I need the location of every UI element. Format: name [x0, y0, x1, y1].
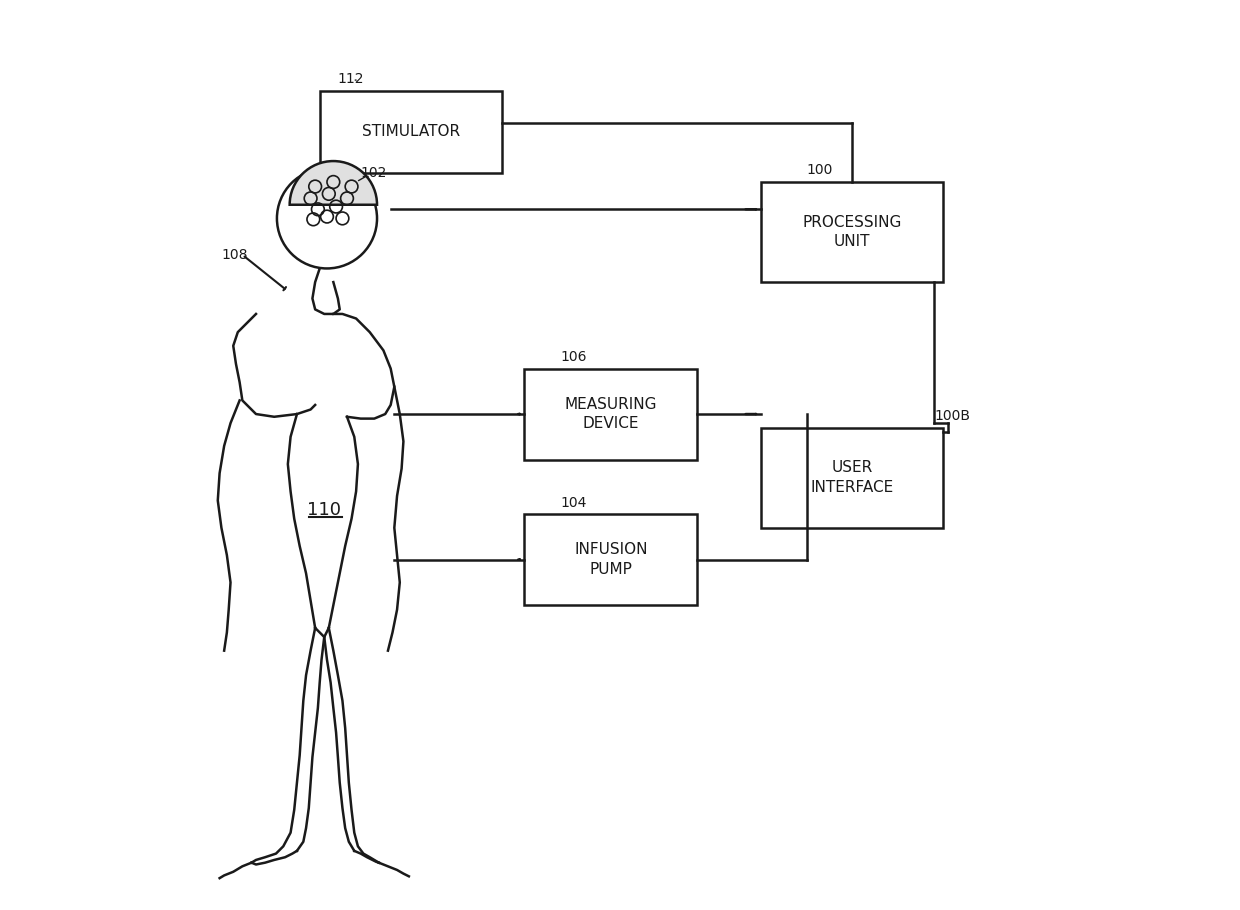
Text: STIMULATOR: STIMULATOR: [362, 125, 460, 139]
Text: USER
INTERFACE: USER INTERFACE: [811, 460, 894, 495]
Wedge shape: [290, 161, 377, 205]
Text: 100: 100: [806, 164, 833, 177]
Text: PROCESSING
UNIT: PROCESSING UNIT: [802, 215, 901, 249]
Text: 110: 110: [308, 501, 341, 519]
FancyBboxPatch shape: [525, 514, 697, 605]
Text: 112: 112: [337, 73, 365, 86]
FancyBboxPatch shape: [525, 369, 697, 460]
FancyBboxPatch shape: [761, 182, 944, 282]
FancyBboxPatch shape: [320, 91, 502, 173]
Text: INFUSION
PUMP: INFUSION PUMP: [574, 542, 647, 577]
Text: 106: 106: [560, 350, 588, 364]
Text: 100B: 100B: [934, 410, 970, 423]
Text: 108: 108: [222, 248, 248, 262]
FancyBboxPatch shape: [761, 428, 944, 528]
Text: MEASURING
DEVICE: MEASURING DEVICE: [564, 397, 657, 431]
Text: 102: 102: [361, 167, 387, 180]
Text: 104: 104: [560, 496, 588, 510]
